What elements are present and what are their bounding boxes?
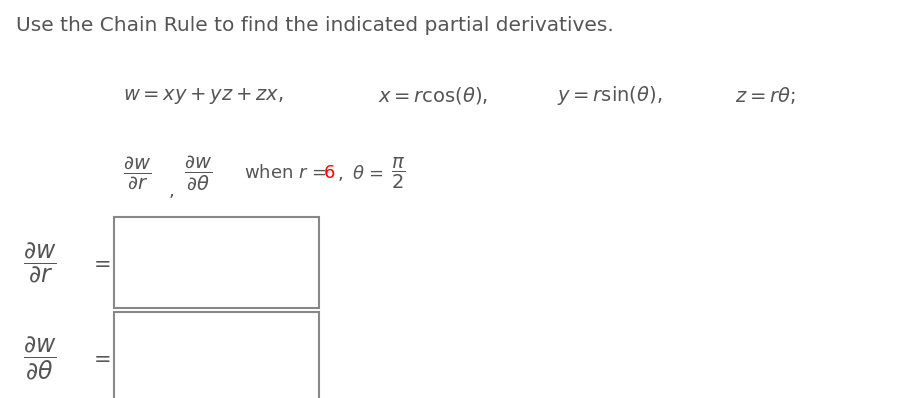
Text: $\dfrac{\partial w}{\partial r}$: $\dfrac{\partial w}{\partial r}$ <box>123 155 151 191</box>
Text: $\dfrac{\partial w}{\partial \theta}$: $\dfrac{\partial w}{\partial \theta}$ <box>23 334 56 382</box>
Text: $=$: $=$ <box>89 253 111 273</box>
Text: $\dfrac{\partial w}{\partial r}$: $\dfrac{\partial w}{\partial r}$ <box>23 240 56 285</box>
Text: $z = r\theta;$: $z = r\theta;$ <box>735 85 795 106</box>
Text: Use the Chain Rule to find the indicated partial derivatives.: Use the Chain Rule to find the indicated… <box>16 16 614 35</box>
Text: $\dfrac{\partial w}{\partial \theta}$: $\dfrac{\partial w}{\partial \theta}$ <box>184 154 212 192</box>
Text: $6$: $6$ <box>323 164 335 182</box>
Text: $,$: $,$ <box>168 182 175 200</box>
Text: $,\ \theta$ =: $,\ \theta$ = <box>337 163 386 183</box>
Text: $\dfrac{\pi}{2}$: $\dfrac{\pi}{2}$ <box>391 156 406 191</box>
Text: when $r$ =: when $r$ = <box>244 164 329 182</box>
Text: $x = r\cos(\theta),$: $x = r\cos(\theta),$ <box>378 85 488 106</box>
Text: $y = r\sin(\theta),$: $y = r\sin(\theta),$ <box>557 84 662 107</box>
Text: $w = xy + yz + zx,$: $w = xy + yz + zx,$ <box>123 86 284 105</box>
Text: $=$: $=$ <box>89 348 111 368</box>
